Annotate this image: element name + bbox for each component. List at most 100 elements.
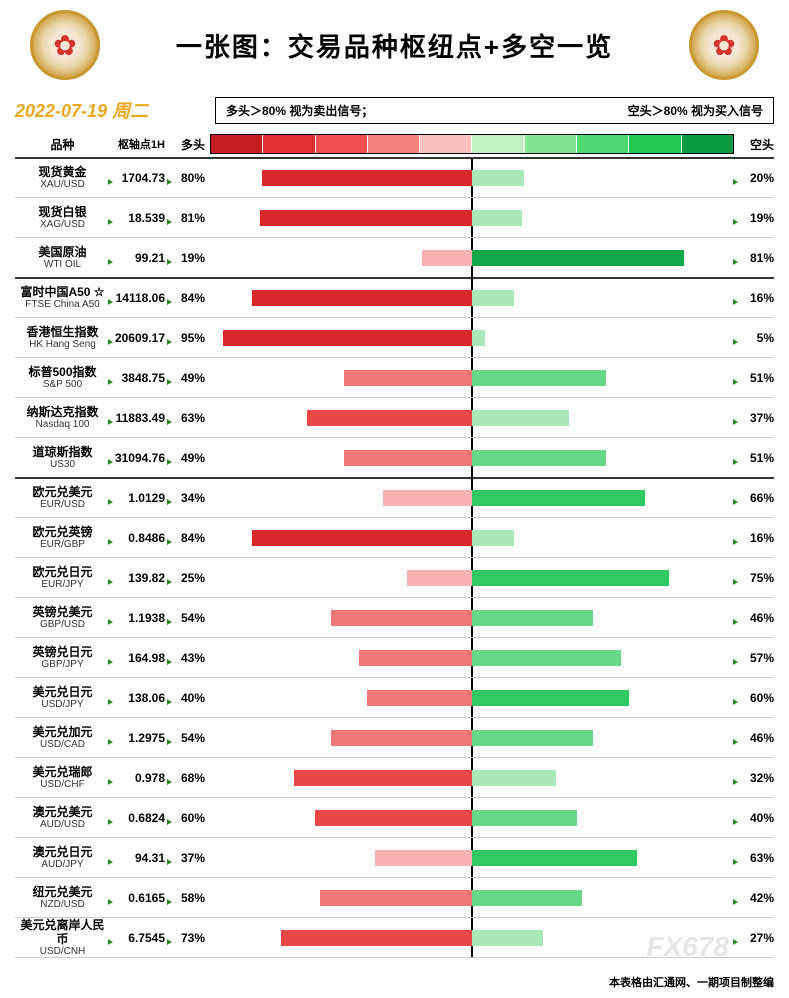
bull-bar	[252, 290, 472, 306]
bear-bar	[472, 850, 637, 866]
bear-bar	[472, 930, 543, 946]
bear-percent: 27%	[739, 931, 774, 945]
data-row: 美元兑加元USD/CAD1.297554%46%	[15, 718, 774, 758]
color-legend	[210, 134, 734, 154]
instrument-name: 美元兑瑞郎USD/CHF	[15, 765, 110, 791]
instrument-name-en: GBP/USD	[15, 619, 110, 631]
bear-bar	[472, 370, 606, 386]
bull-bar	[344, 370, 472, 386]
bull-bar	[422, 250, 472, 266]
bear-bar	[472, 530, 514, 546]
signal-sell-label: 多头＞80% 视为卖出信号；	[226, 102, 373, 119]
instrument-name-en: XAG/USD	[15, 219, 110, 231]
header-name: 品种	[15, 136, 110, 153]
data-rows-container: 现货黄金XAU/USD1704.7380%20%现货白银XAG/USD18.53…	[0, 158, 789, 958]
bull-bar	[262, 170, 472, 186]
bull-percent: 37%	[165, 851, 205, 865]
pivot-value: 20609.17	[110, 331, 165, 345]
pivot-value: 139.82	[110, 571, 165, 585]
data-row: 澳元兑美元AUD/USD0.682460%40%	[15, 798, 774, 838]
instrument-name: 现货白银XAG/USD	[15, 205, 110, 231]
bull-percent: 58%	[165, 891, 205, 905]
instrument-name-en: EUR/USD	[15, 499, 110, 511]
bull-bar	[331, 730, 472, 746]
signal-labels: 多头＞80% 视为卖出信号； 空头＞80% 视为买入信号	[215, 97, 774, 124]
pivot-value: 11883.49	[110, 411, 165, 425]
instrument-name-en: WTI OIL	[15, 259, 110, 271]
bear-bar	[472, 810, 577, 826]
bear-percent: 57%	[739, 651, 774, 665]
instrument-name-cn: 标普500指数	[15, 365, 110, 379]
data-row: 欧元兑日元EUR/JPY139.8225%75%	[15, 558, 774, 598]
footer-credit: 本表格由汇通网、一期项目制整编	[609, 974, 774, 990]
logo-right-icon	[689, 10, 759, 80]
bull-bar	[223, 330, 472, 346]
pivot-value: 0.6165	[110, 891, 165, 905]
instrument-name-cn: 美元兑日元	[15, 685, 110, 699]
bear-bar	[472, 330, 485, 346]
bull-percent: 95%	[165, 331, 205, 345]
bull-percent: 54%	[165, 611, 205, 625]
instrument-name: 纳斯达克指数Nasdaq 100	[15, 405, 110, 431]
data-row: 英镑兑日元GBP/JPY164.9843%57%	[15, 638, 774, 678]
bull-percent: 54%	[165, 731, 205, 745]
bull-percent: 80%	[165, 171, 205, 185]
bar-chart-cell	[205, 638, 739, 678]
bear-bar	[472, 690, 629, 706]
header: 一张图：交易品种枢纽点+多空一览	[0, 0, 789, 90]
data-row: 美元兑日元USD/JPY138.0640%60%	[15, 678, 774, 718]
date-label: 2022-07-19 周二	[15, 97, 215, 123]
pivot-value: 94.31	[110, 851, 165, 865]
bear-bar	[472, 730, 593, 746]
bear-bar	[472, 490, 645, 506]
instrument-name-cn: 美元兑离岸人民币	[15, 918, 110, 947]
instrument-name: 纽元兑美元NZD/USD	[15, 885, 110, 911]
header-pivot: 枢轴点1H	[110, 136, 165, 152]
bear-bar	[472, 650, 621, 666]
bear-bar	[472, 170, 524, 186]
instrument-name-cn: 欧元兑美元	[15, 485, 110, 499]
instrument-name-cn: 欧元兑英镑	[15, 525, 110, 539]
bar-chart-cell	[205, 398, 739, 438]
instrument-name: 欧元兑日元EUR/JPY	[15, 565, 110, 591]
bull-bar	[252, 530, 472, 546]
bear-bar	[472, 450, 606, 466]
instrument-name-cn: 澳元兑美元	[15, 805, 110, 819]
bull-percent: 84%	[165, 531, 205, 545]
data-row: 道琼斯指数US3031094.7649%51%	[15, 438, 774, 478]
instrument-name: 现货黄金XAU/USD	[15, 165, 110, 191]
instrument-name: 道琼斯指数US30	[15, 445, 110, 471]
bear-percent: 66%	[739, 491, 774, 505]
instrument-name-cn: 纳斯达克指数	[15, 405, 110, 419]
instrument-name-en: EUR/GBP	[15, 539, 110, 551]
bear-percent: 40%	[739, 811, 774, 825]
instrument-name: 美元兑日元USD/JPY	[15, 685, 110, 711]
pivot-value: 1704.73	[110, 171, 165, 185]
bear-bar	[472, 570, 669, 586]
bear-percent: 60%	[739, 691, 774, 705]
bar-chart-cell	[205, 878, 739, 918]
instrument-name-en: HK Hang Seng	[15, 339, 110, 351]
bull-percent: 81%	[165, 211, 205, 225]
header-legend	[205, 134, 739, 154]
instrument-name: 富时中国A50 ☆FTSE China A50	[15, 285, 110, 311]
instrument-name: 英镑兑日元GBP/JPY	[15, 645, 110, 671]
bear-percent: 42%	[739, 891, 774, 905]
bull-bar	[331, 610, 472, 626]
data-row: 欧元兑英镑EUR/GBP0.848684%16%	[15, 518, 774, 558]
bear-percent: 75%	[739, 571, 774, 585]
instrument-name-en: USD/CAD	[15, 739, 110, 751]
bull-bar	[375, 850, 472, 866]
bear-percent: 32%	[739, 771, 774, 785]
bear-bar	[472, 210, 522, 226]
pivot-value: 31094.76	[110, 451, 165, 465]
bear-percent: 20%	[739, 171, 774, 185]
pivot-value: 14118.06	[110, 291, 165, 305]
date-row: 2022-07-19 周二 多头＞80% 视为卖出信号； 空头＞80% 视为买入…	[0, 90, 789, 130]
data-row: 香港恒生指数HK Hang Seng20609.1795%5%	[15, 318, 774, 358]
bear-bar	[472, 770, 556, 786]
bar-chart-cell	[205, 678, 739, 718]
data-row: 纳斯达克指数Nasdaq 10011883.4963%37%	[15, 398, 774, 438]
bull-percent: 43%	[165, 651, 205, 665]
bar-chart-cell	[205, 438, 739, 478]
